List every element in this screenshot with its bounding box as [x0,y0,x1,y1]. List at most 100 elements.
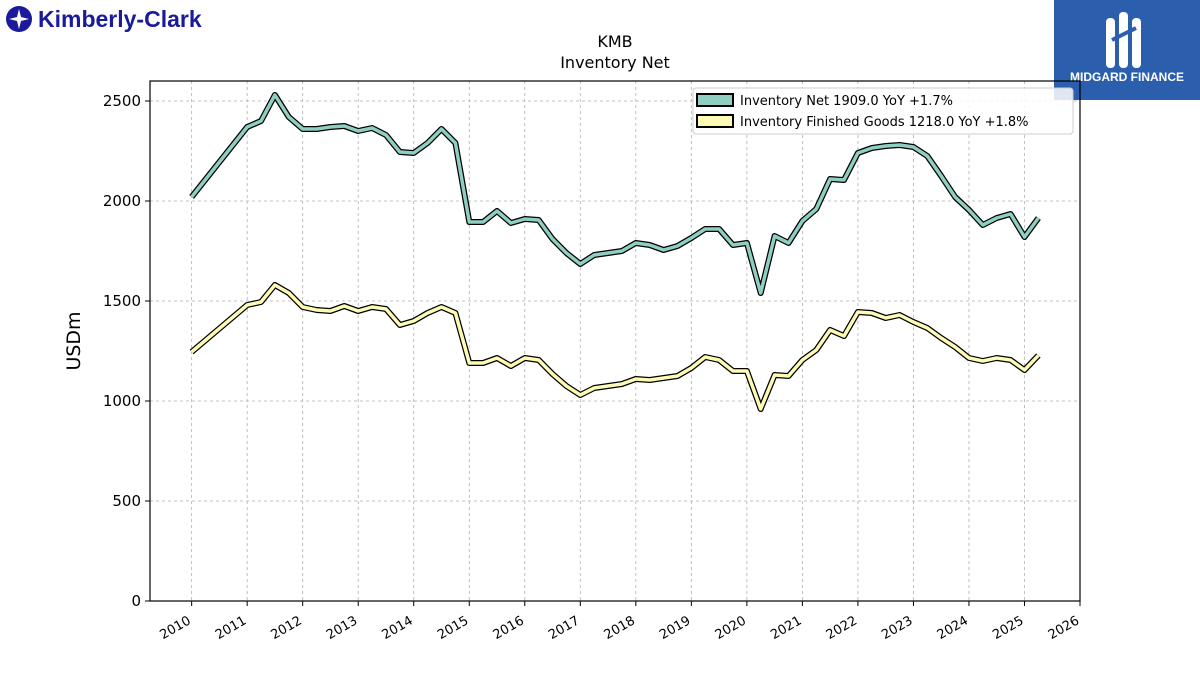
data-point-0 [357,130,360,133]
data-point-0 [537,219,540,222]
data-point-0 [981,224,984,227]
data-point-0 [926,155,929,158]
data-point-0 [190,196,193,199]
data-point-1 [551,373,554,376]
data-point-0 [509,222,512,225]
data-point-0 [829,178,832,181]
data-point-1 [926,327,929,330]
data-point-0 [607,252,610,255]
y-tick-label: 1500 [103,292,141,310]
data-point-0 [287,116,290,119]
data-point-0 [246,126,249,129]
data-point-0 [454,142,457,145]
data-point-0 [343,125,346,128]
data-point-0 [787,242,790,245]
data-point-1 [385,308,388,311]
data-point-1 [856,311,859,314]
data-point-0 [801,220,804,223]
legend-label-0: Inventory Net 1909.0 YoY +1.7% [740,94,953,109]
data-point-0 [912,146,915,149]
data-point-0 [426,142,429,145]
chart-title: KMB [597,32,632,51]
data-point-0 [260,120,263,123]
data-point-1 [940,337,943,340]
data-point-1 [732,370,735,373]
data-point-1 [898,314,901,317]
data-point-1 [1037,354,1040,357]
data-point-0 [496,210,499,213]
x-tick-label: 2017 [546,613,582,643]
x-tick-label: 2022 [824,613,860,643]
data-point-1 [690,367,693,370]
data-point-0 [329,126,332,129]
data-point-1 [870,312,873,315]
data-point-0 [704,228,707,231]
series-line-1 [190,283,1040,411]
series-line-0 [190,93,1040,295]
data-point-0 [968,209,971,212]
data-point-0 [648,244,651,247]
midgard-emblem-icon: MIDGARD FINANCE [1070,12,1184,84]
x-tick-label: 2019 [657,613,693,643]
data-point-0 [273,94,276,97]
x-tick-label: 2011 [213,613,249,643]
data-point-1 [426,312,429,315]
data-point-0 [690,237,693,240]
data-point-0 [593,254,596,257]
data-point-1 [496,357,499,360]
data-point-1 [787,375,790,378]
data-point-0 [634,242,637,245]
data-point-1 [287,292,290,295]
data-point-0 [551,238,554,241]
data-point-1 [759,408,762,411]
legend-swatch-1 [696,114,734,128]
midgard-finance-wordmark: MIDGARD FINANCE [1070,70,1184,84]
data-point-0 [1023,236,1026,239]
data-point-0 [579,263,582,266]
data-point-0 [898,144,901,147]
series-outline-1 [189,282,1041,412]
legend-label-1: Inventory Finished Goods 1218.0 YoY +1.8… [740,115,1029,130]
data-point-0 [856,152,859,155]
data-point-0 [954,196,957,199]
data-point-1 [829,329,832,332]
data-point-1 [981,360,984,363]
midgard-finance-logo: MIDGARD FINANCE [1054,0,1200,100]
kimberly-clark-wordmark: Kimberly-Clark [38,6,202,32]
data-point-1 [773,374,776,377]
x-tick-label: 2026 [1046,613,1082,643]
y-axis-label: USDm [63,311,85,370]
data-point-1 [343,305,346,308]
data-point-0 [995,217,998,220]
data-point-1 [412,320,415,323]
data-point-1 [648,379,651,382]
data-point-1 [620,383,623,386]
data-point-0 [843,179,846,182]
data-point-0 [523,218,526,221]
data-point-1 [482,362,485,365]
x-tick-label: 2021 [768,613,804,643]
data-point-0 [1009,213,1012,216]
data-point-0 [565,252,568,255]
data-point-0 [385,134,388,137]
y-tick-label: 0 [131,592,141,610]
x-tick-label: 2012 [269,613,305,643]
data-point-1 [607,385,610,388]
data-point-1 [1009,359,1012,362]
data-point-0 [773,235,776,238]
data-point-0 [468,221,471,224]
data-point-1 [398,324,401,327]
data-point-0 [398,151,401,154]
x-tick-label: 2024 [935,613,971,643]
y-tick-label: 1000 [103,392,141,410]
data-point-0 [940,175,943,178]
data-point-1 [301,306,304,309]
data-point-0 [620,250,623,253]
data-point-0 [315,128,318,131]
data-point-1 [662,377,665,380]
kimberly-clark-logo: Kimberly-Clark [6,6,202,32]
data-point-1 [579,394,582,397]
y-tick-label: 2000 [103,192,141,210]
plot-frame [149,80,1081,602]
data-point-0 [759,292,762,295]
